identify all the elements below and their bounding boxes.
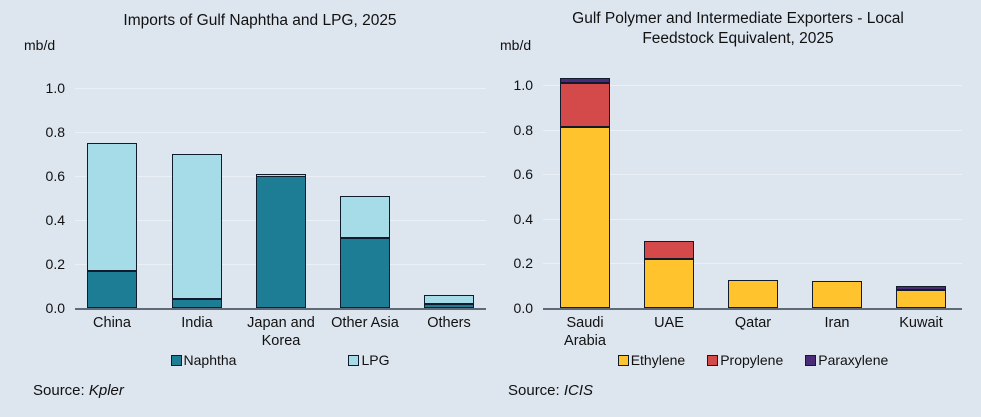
bar-segment-lpg bbox=[424, 294, 474, 304]
legend-label: Paraxylene bbox=[818, 352, 889, 368]
legend-item-lpg: LPG bbox=[348, 352, 389, 368]
bar-segment-ethylene bbox=[896, 290, 946, 308]
bar-segment-paraxylene bbox=[896, 285, 946, 291]
legend-label: LPG bbox=[361, 352, 390, 368]
legend-item-ethylene: Ethylene bbox=[617, 352, 686, 368]
x-category-label: China bbox=[93, 315, 131, 331]
x-category-label: UAE bbox=[654, 315, 684, 331]
y-axis-tick-label: 1.0 bbox=[45, 80, 65, 96]
y-axis-tick-label: 0.6 bbox=[513, 166, 533, 183]
gridline bbox=[75, 88, 486, 89]
bar-segment-naphtha bbox=[424, 303, 474, 308]
y-axis-tick-label: 1.0 bbox=[513, 77, 533, 93]
chart-title-right: Gulf Polymer and Intermediate Exporters … bbox=[572, 10, 904, 47]
gridline bbox=[543, 174, 962, 176]
source-name: Kpler bbox=[88, 382, 124, 399]
source-left: Source: Kpler bbox=[33, 382, 124, 399]
gridline bbox=[75, 132, 486, 133]
gridline bbox=[543, 85, 962, 86]
x-category-label: Qatar bbox=[734, 315, 772, 331]
legend-item-naphtha: Naphtha bbox=[170, 352, 237, 368]
legend-swatch-naphtha bbox=[170, 354, 182, 366]
x-category-label: Kuwait bbox=[899, 315, 943, 331]
legend-swatch-lpg bbox=[348, 354, 360, 366]
legend-label: Ethylene bbox=[630, 352, 686, 368]
y-axis-tick-label: 0.8 bbox=[45, 124, 65, 140]
legend-label: Propylene bbox=[720, 352, 784, 368]
y-axis-unit-right: mb/d bbox=[500, 37, 532, 53]
x-category-label: Other Asia bbox=[331, 315, 399, 331]
y-axis-tick-label: 0.6 bbox=[45, 168, 65, 184]
legend-item-paraxylene: Paraxylene bbox=[805, 352, 888, 368]
x-category-label: India bbox=[181, 315, 213, 331]
legend-right: Ethylene Propylene Paraxylene bbox=[543, 352, 963, 368]
bar-segment-ethylene bbox=[644, 258, 694, 308]
source-prefix: Source: bbox=[508, 382, 560, 399]
bar-segment-ethylene bbox=[728, 280, 778, 308]
legend-swatch-propylene bbox=[707, 354, 719, 366]
legend-label: Naphtha bbox=[183, 352, 237, 368]
y-axis-unit-left: mb/d bbox=[24, 37, 56, 53]
bar-segment-lpg bbox=[256, 173, 306, 177]
chart-title-left: Imports of Gulf Naphtha and LPG, 2025 bbox=[123, 12, 397, 29]
bar-segment-lpg bbox=[87, 143, 137, 271]
y-axis-tick-label: 0.8 bbox=[513, 121, 533, 138]
bar-segment-ethylene bbox=[812, 281, 862, 308]
bar-segment-paraxylene bbox=[560, 78, 610, 83]
x-category-label: Iran bbox=[824, 315, 850, 331]
x-category-label: Others bbox=[427, 315, 471, 331]
source-prefix: Source: bbox=[33, 382, 85, 399]
gridline bbox=[543, 263, 962, 265]
y-axis-tick-label: 0.4 bbox=[45, 212, 65, 228]
x-axis-line bbox=[543, 308, 962, 310]
y-axis-tick-label: 0.2 bbox=[45, 256, 65, 272]
legend-left: Naphtha LPG bbox=[75, 352, 485, 368]
bar-segment-propylene bbox=[644, 241, 694, 259]
bar-segment-naphtha bbox=[256, 176, 306, 308]
legend-swatch-ethylene bbox=[617, 354, 629, 366]
bar-segment-naphtha bbox=[340, 237, 390, 308]
x-category-label: Saudi Arabia bbox=[564, 315, 606, 349]
bar-segment-naphtha bbox=[172, 299, 222, 308]
y-axis-tick-label: 0.2 bbox=[513, 255, 533, 272]
y-axis-tick-label: 0.4 bbox=[513, 210, 533, 227]
y-axis-tick-label: 0.0 bbox=[513, 300, 533, 316]
legend-item-propylene: Propylene bbox=[707, 352, 783, 368]
bar-segment-propylene bbox=[560, 82, 610, 128]
legend-swatch-paraxylene bbox=[805, 354, 817, 366]
bar-segment-ethylene bbox=[560, 127, 610, 308]
gridline bbox=[543, 218, 962, 220]
bar-segment-naphtha bbox=[87, 270, 137, 308]
source-right: Source: ICIS bbox=[508, 382, 593, 399]
y-axis-tick-label: 0.0 bbox=[45, 300, 65, 316]
bar-segment-lpg bbox=[340, 195, 390, 238]
bar-segment-lpg bbox=[172, 154, 222, 300]
source-name: ICIS bbox=[563, 382, 594, 399]
x-category-label: Japan and Korea bbox=[247, 315, 315, 349]
gridline bbox=[543, 129, 962, 131]
x-axis-line bbox=[75, 308, 486, 310]
